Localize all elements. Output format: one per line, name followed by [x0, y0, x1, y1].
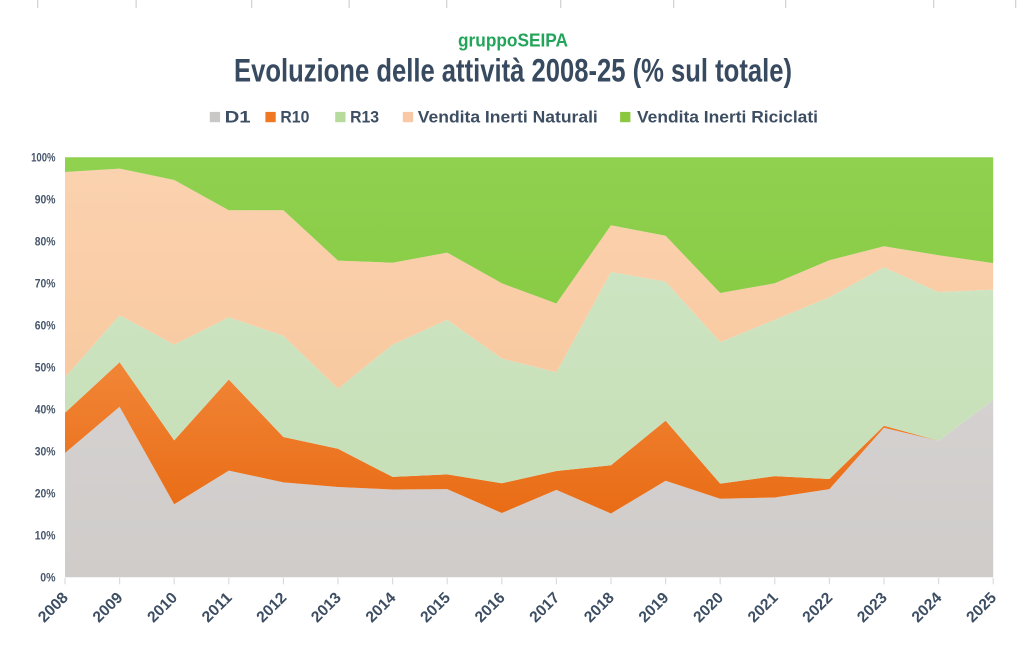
svg-text:2008: 2008: [35, 589, 72, 626]
svg-text:R10: R10: [280, 107, 309, 126]
svg-text:2021: 2021: [745, 589, 782, 626]
svg-text:0%: 0%: [40, 573, 55, 585]
svg-text:2020: 2020: [690, 589, 727, 626]
svg-text:2024: 2024: [909, 589, 946, 626]
svg-text:20%: 20%: [35, 489, 56, 501]
svg-text:2022: 2022: [799, 589, 836, 626]
svg-text:2025: 2025: [963, 589, 1000, 626]
svg-text:2009: 2009: [90, 589, 127, 626]
svg-text:2012: 2012: [253, 589, 290, 626]
svg-text:60%: 60%: [35, 321, 56, 333]
svg-text:2010: 2010: [144, 589, 181, 626]
svg-text:2013: 2013: [308, 589, 345, 626]
svg-text:100%: 100%: [31, 153, 55, 165]
svg-text:2015: 2015: [417, 589, 454, 626]
svg-text:2017: 2017: [526, 589, 563, 626]
svg-text:2011: 2011: [199, 589, 236, 626]
svg-text:2023: 2023: [854, 589, 891, 626]
svg-text:R13: R13: [350, 107, 379, 126]
svg-text:Vendita Inerti Riciclati: Vendita Inerti Riciclati: [637, 107, 818, 126]
svg-text:2018: 2018: [581, 589, 618, 626]
svg-text:D1: D1: [225, 107, 251, 126]
svg-text:30%: 30%: [35, 447, 56, 459]
svg-text:gruppoSEIPA: gruppoSEIPA: [458, 31, 568, 51]
svg-text:2019: 2019: [636, 589, 673, 626]
svg-text:50%: 50%: [35, 363, 56, 375]
svg-text:2014: 2014: [363, 589, 400, 626]
svg-text:Evoluzione delle attività 2008: Evoluzione delle attività 2008-25 (% sul…: [234, 53, 792, 89]
svg-text:10%: 10%: [35, 531, 56, 543]
svg-text:Vendita Inerti Naturali: Vendita Inerti Naturali: [418, 107, 598, 126]
svg-text:40%: 40%: [35, 405, 56, 417]
svg-text:2016: 2016: [472, 589, 509, 626]
svg-text:80%: 80%: [35, 237, 56, 249]
svg-text:90%: 90%: [35, 195, 56, 207]
svg-text:70%: 70%: [35, 279, 56, 291]
